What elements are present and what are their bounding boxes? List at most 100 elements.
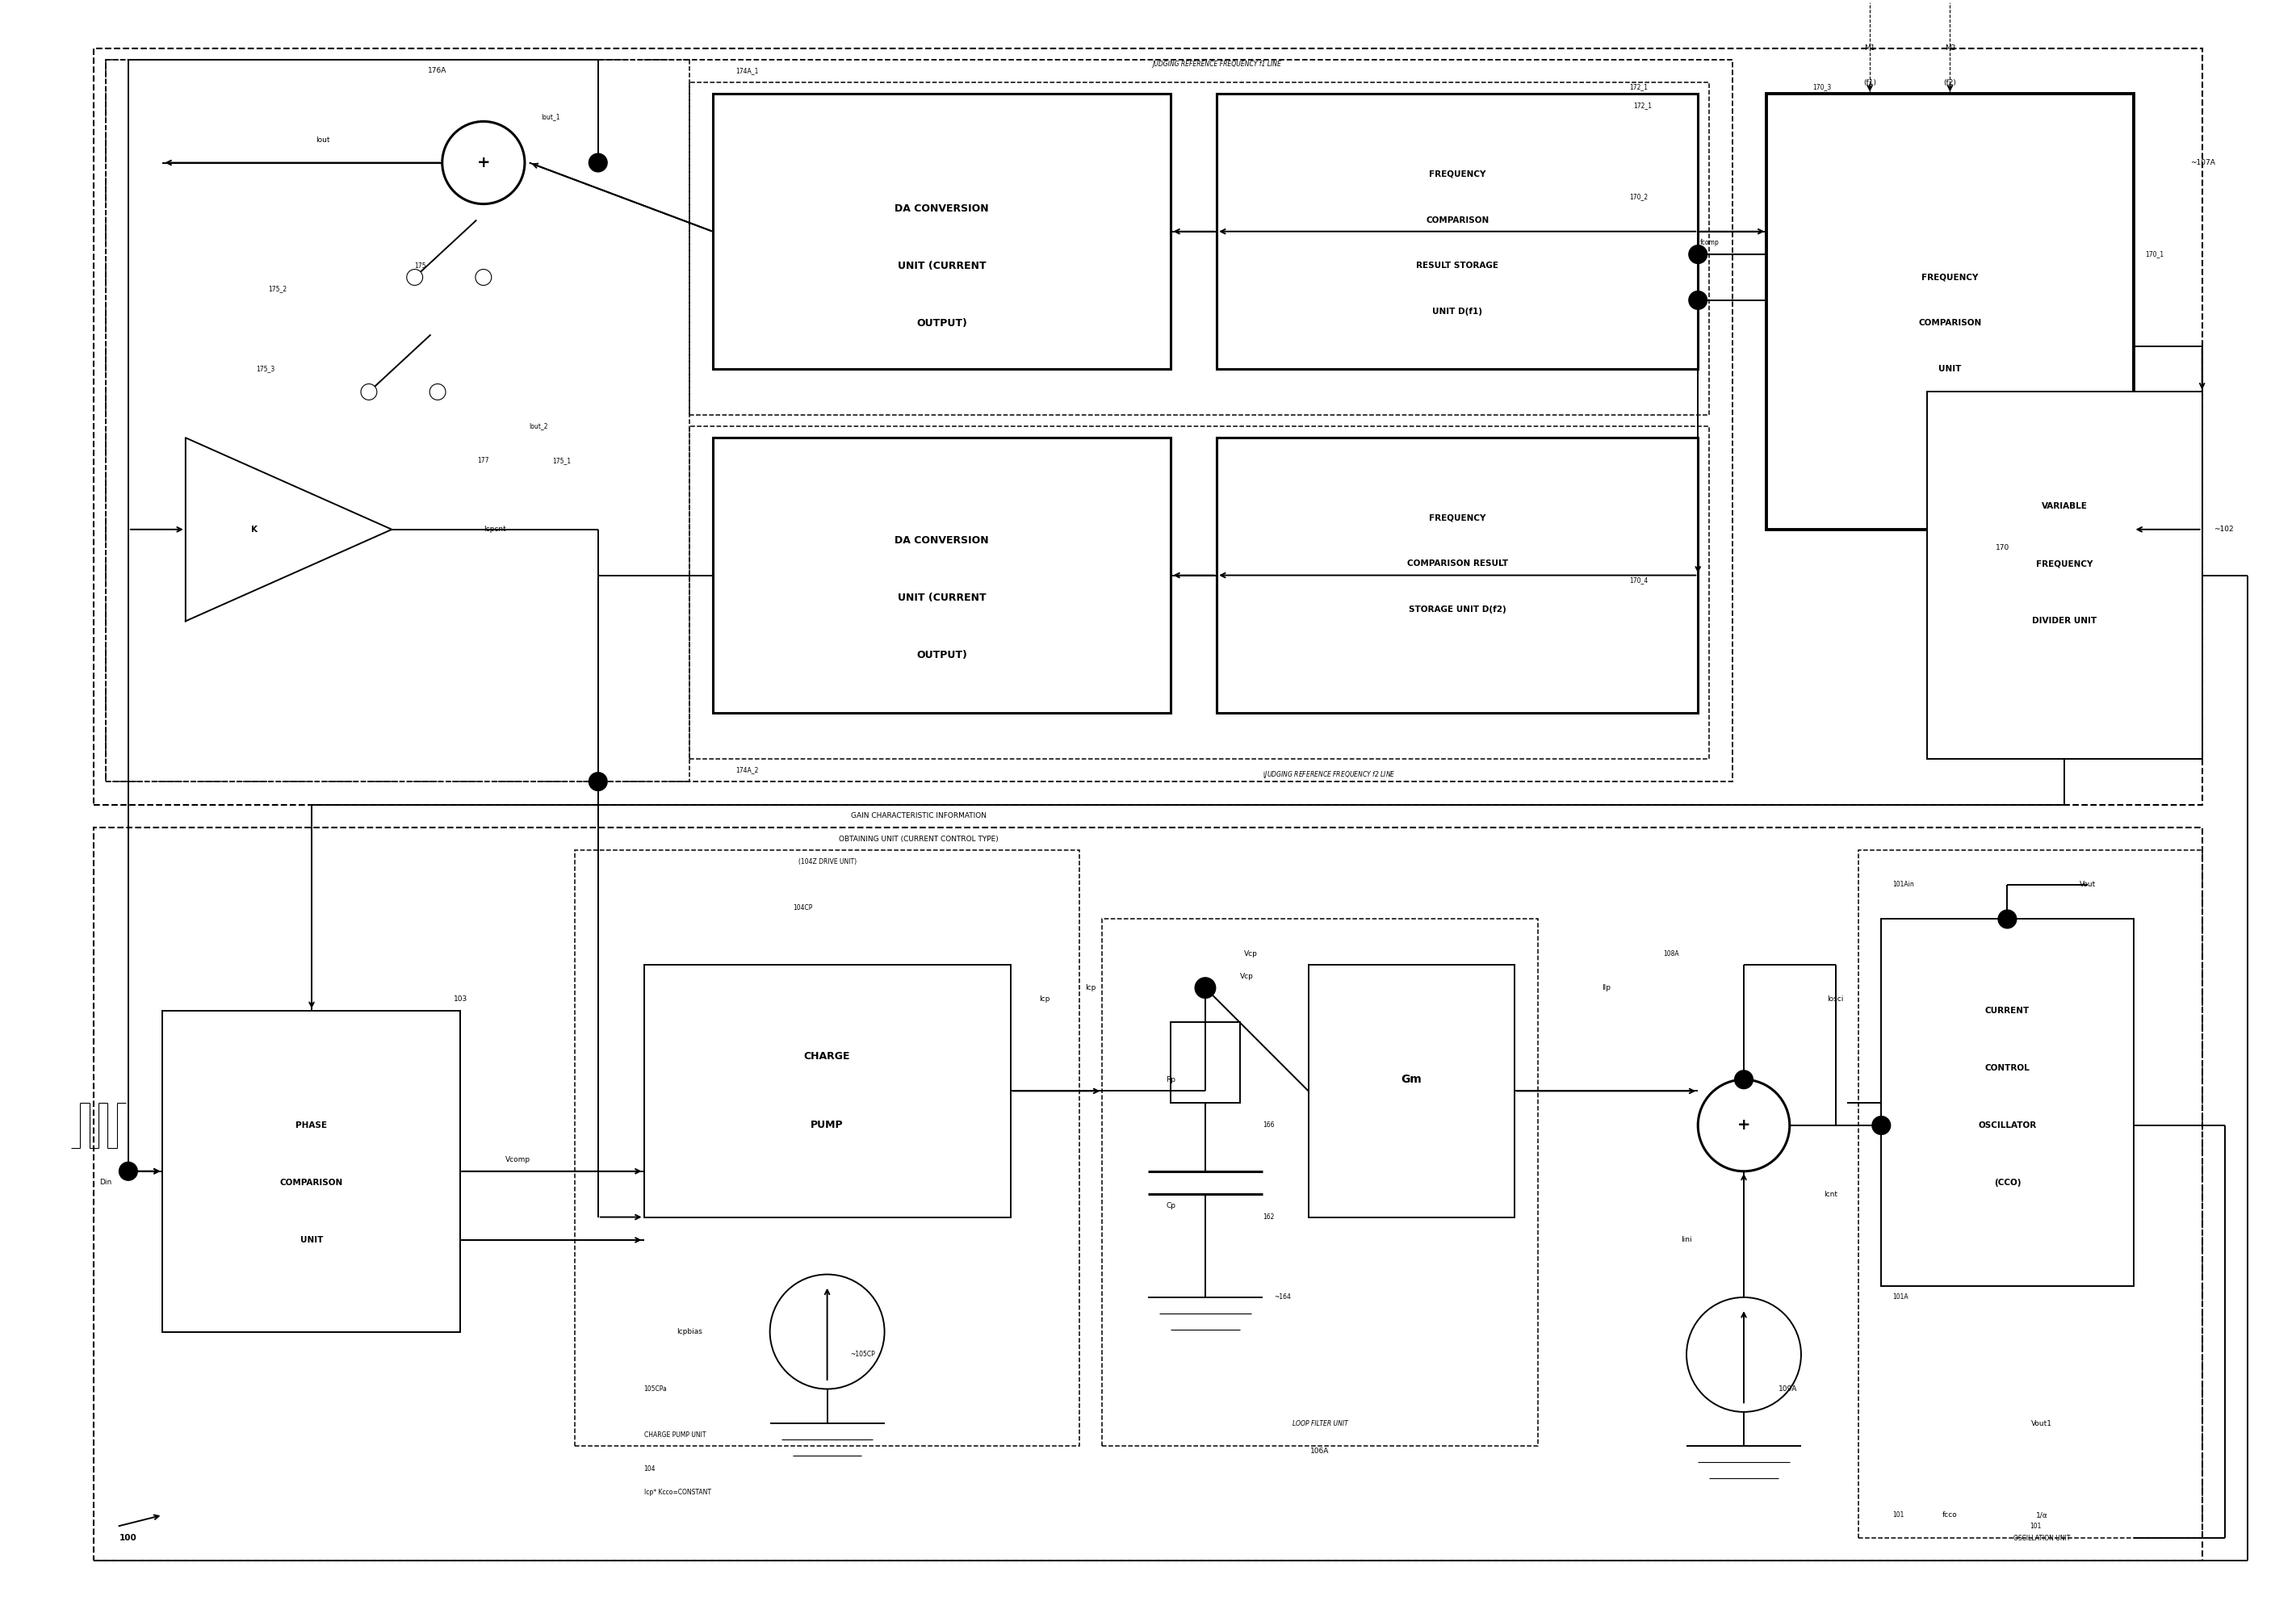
Text: M2: M2 [1945,45,1956,51]
Bar [1766,93,2133,529]
Bar [712,93,1171,368]
Bar [163,1010,461,1332]
Text: fcco: fcco [1942,1511,1958,1519]
Text: COMPARISON RESULT: COMPARISON RESULT [1407,560,1508,568]
Text: PHASE: PHASE [296,1121,328,1130]
Bar [1880,919,2133,1286]
Text: 108A: 108A [1665,949,1678,957]
Text: Iosci: Iosci [1828,996,1844,1002]
Bar [689,426,1711,759]
Text: +: + [478,154,489,171]
Bar [643,965,1010,1216]
Text: 175: 175 [416,262,427,269]
Text: 166: 166 [1263,1121,1274,1130]
Text: DIVIDER UNIT: DIVIDER UNIT [2032,618,2096,626]
Text: COMPARISON: COMPARISON [1426,216,1488,224]
Circle shape [1690,245,1708,264]
Text: UNIT: UNIT [301,1236,324,1244]
Circle shape [588,772,606,790]
Text: UNIT D(f1): UNIT D(f1) [1433,307,1483,315]
Text: Vout1: Vout1 [2032,1419,2053,1427]
Text: VARIABLE: VARIABLE [2041,502,2087,510]
Text: Icp: Icp [1086,985,1095,991]
Text: Iout_1: Iout_1 [542,113,560,121]
Bar [94,48,2202,804]
Bar [1217,93,1699,368]
Text: UNIT (CURRENT: UNIT (CURRENT [898,594,985,603]
Bar [712,438,1171,713]
Text: PUMP: PUMP [810,1120,843,1131]
Bar [94,827,2202,1561]
Bar [1926,393,2202,759]
Text: (f2): (f2) [1945,79,1956,87]
Circle shape [443,121,526,204]
Text: 170_1: 170_1 [2144,251,2163,257]
Circle shape [588,153,606,172]
Text: 100: 100 [119,1533,138,1541]
Bar [1857,850,2202,1538]
Text: ~107A: ~107A [2190,159,2216,166]
Text: 170_2: 170_2 [1630,193,1649,201]
Text: 174A_1: 174A_1 [735,68,758,74]
Text: $\lfloor$JUDGING REFERENCE FREQUENCY f2 LINE: $\lfloor$JUDGING REFERENCE FREQUENCY f2 … [1263,769,1396,780]
Text: 101: 101 [1892,1511,1903,1519]
Text: GAIN CHARACTERISTIC INFORMATION: GAIN CHARACTERISTIC INFORMATION [852,813,987,819]
Text: 101A: 101A [1892,1294,1908,1302]
Text: 177: 177 [478,457,489,465]
Text: Vcomp: Vcomp [505,1157,530,1163]
Text: 172_1: 172_1 [1630,84,1649,90]
Bar [574,850,1079,1446]
Text: 162: 162 [1263,1213,1274,1221]
Text: FREQUENCY: FREQUENCY [1922,274,1979,282]
Text: 175_2: 175_2 [269,285,287,293]
Circle shape [475,269,491,285]
Text: Icp* Kcco=CONSTANT: Icp* Kcco=CONSTANT [643,1488,712,1496]
Text: LOOP FILTER UNIT: LOOP FILTER UNIT [1293,1419,1348,1427]
Text: 104: 104 [643,1466,657,1472]
Text: COMPARISON: COMPARISON [280,1179,342,1187]
Text: RESULT STORAGE: RESULT STORAGE [1417,262,1499,270]
Circle shape [406,269,422,285]
Text: Ilp: Ilp [1603,985,1612,991]
Text: 175_1: 175_1 [553,457,572,465]
Text: Gm: Gm [1401,1073,1421,1084]
Text: COMPARISON: COMPARISON [1919,319,1981,327]
Text: 176A: 176A [427,68,448,74]
Text: Icnt: Icnt [1823,1191,1837,1197]
Polygon shape [186,438,393,621]
Text: Icpbias: Icpbias [677,1327,703,1335]
Circle shape [429,385,445,401]
Text: 104CP: 104CP [792,904,813,911]
Bar [106,60,1733,782]
Text: DA CONVERSION: DA CONVERSION [895,203,990,214]
Text: 170_4: 170_4 [1630,576,1649,584]
Text: FREQUENCY: FREQUENCY [1428,171,1486,179]
Text: Vout: Vout [2080,882,2096,888]
Text: Rp: Rp [1166,1076,1176,1083]
Text: STORAGE UNIT D(f2): STORAGE UNIT D(f2) [1410,605,1506,613]
Text: (104Z DRIVE UNIT): (104Z DRIVE UNIT) [799,858,856,866]
Text: 172_1: 172_1 [1632,101,1653,109]
Text: Iout_2: Iout_2 [530,423,549,430]
Text: M1: M1 [1864,45,1876,51]
Text: FREQUENCY: FREQUENCY [2037,560,2094,568]
Text: JUDGING REFERENCE FREQUENCY f1 LINE: JUDGING REFERENCE FREQUENCY f1 LINE [1153,61,1281,68]
Circle shape [119,1162,138,1181]
Text: (f1): (f1) [1864,79,1876,87]
Text: OUTPUT): OUTPUT) [916,319,967,328]
Text: OUTPUT): OUTPUT) [916,650,967,661]
Bar [689,82,1711,415]
Text: 174A_2: 174A_2 [735,766,758,774]
Text: 109A: 109A [1777,1385,1798,1393]
Text: OSCILLATION UNIT: OSCILLATION UNIT [2014,1535,2071,1541]
Text: K: K [250,526,257,534]
Circle shape [769,1274,884,1389]
Text: 170: 170 [1995,544,2009,552]
Text: 101: 101 [2030,1522,2041,1530]
Text: 170_3: 170_3 [1812,84,1832,90]
Bar [1217,438,1699,713]
Text: CHARGE: CHARGE [804,1051,850,1062]
Circle shape [1690,291,1708,309]
Text: UNIT (CURRENT: UNIT (CURRENT [898,261,985,270]
Text: CHARGE PUMP UNIT: CHARGE PUMP UNIT [643,1432,705,1438]
